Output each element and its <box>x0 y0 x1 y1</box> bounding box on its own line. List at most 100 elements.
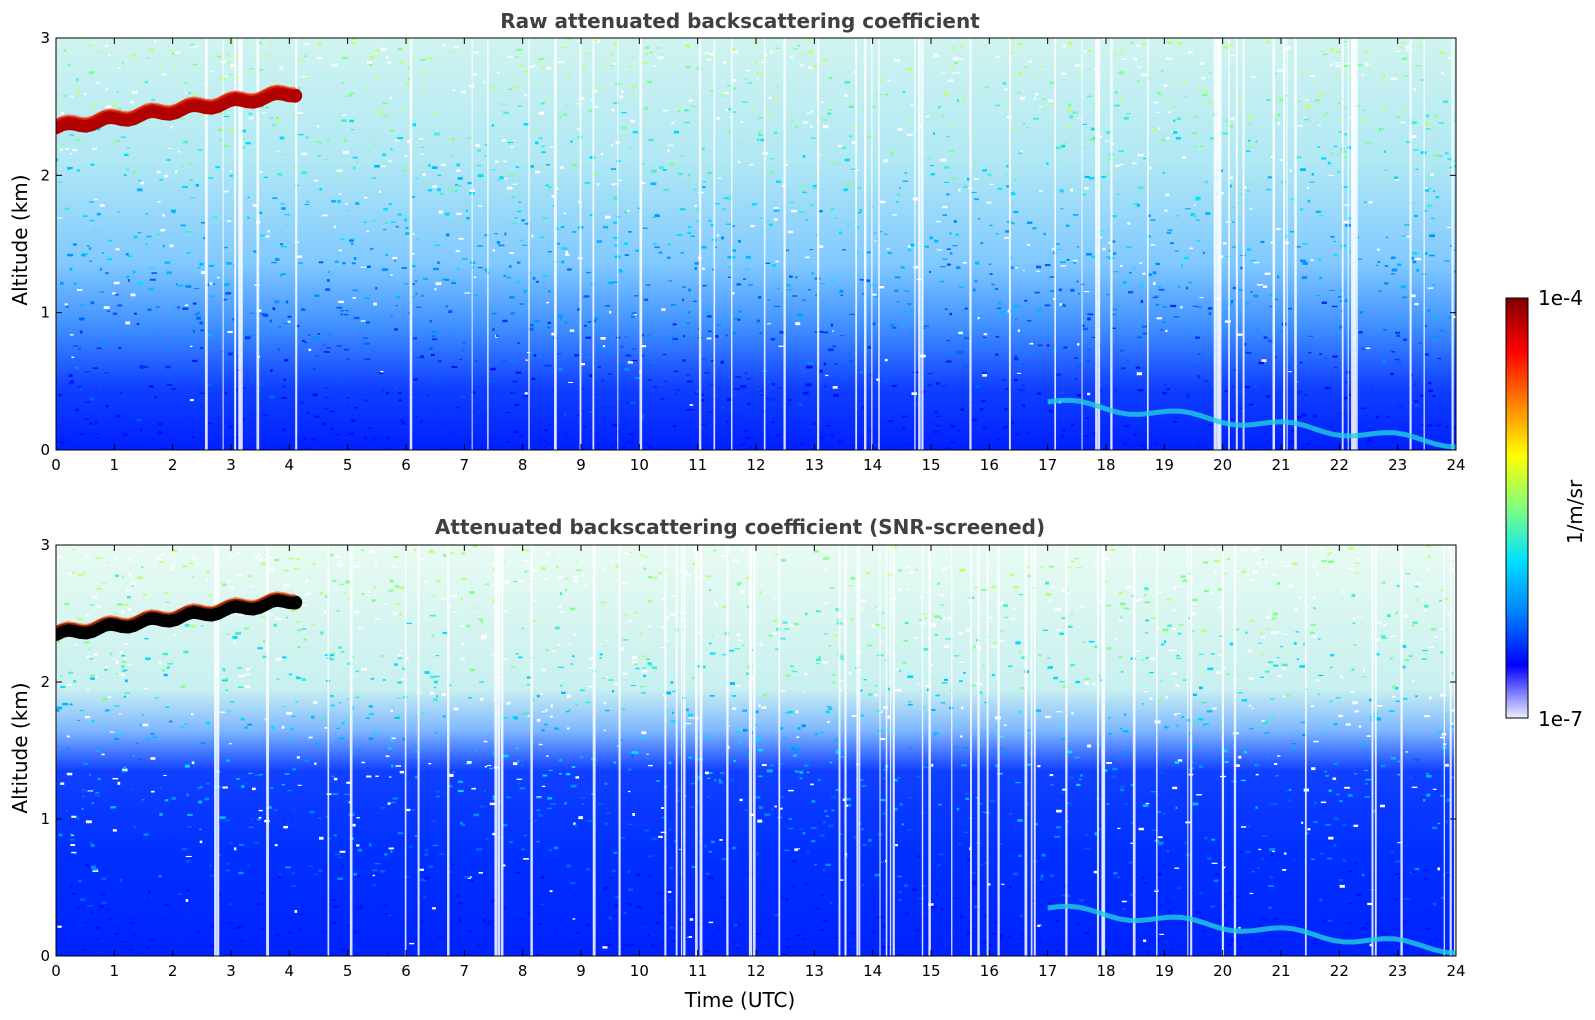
noise-pixel <box>566 727 570 730</box>
noise-pixel <box>960 45 964 47</box>
noise-pixel <box>897 193 901 196</box>
noise-pixel <box>993 642 998 645</box>
noise-pixel <box>523 123 530 126</box>
noise-pixel <box>123 642 128 645</box>
noise-pixel <box>441 163 446 166</box>
noise-pixel <box>868 838 872 842</box>
noise-pixel <box>1044 304 1051 307</box>
noise-pixel <box>1413 383 1417 386</box>
noise-pixel <box>469 591 475 594</box>
noise-pixel <box>588 880 593 882</box>
noise-pixel <box>1454 42 1456 44</box>
noise-pixel <box>1047 666 1053 669</box>
noise-pixel <box>1217 588 1223 591</box>
noise-pixel <box>206 570 210 573</box>
noise-pixel <box>705 575 712 578</box>
noise-pixel <box>914 637 918 639</box>
noise-pixel <box>1246 908 1250 911</box>
noise-pixel <box>647 334 651 337</box>
noise-pixel <box>1027 820 1031 822</box>
noise-pixel <box>622 581 628 584</box>
noise-pixel <box>1046 344 1050 347</box>
noise-pixel <box>523 858 529 860</box>
noise-pixel <box>801 724 806 728</box>
noise-pixel <box>729 649 735 652</box>
noise-pixel <box>1295 245 1301 248</box>
noise-pixel <box>1426 128 1431 130</box>
noise-pixel <box>761 764 767 767</box>
noise-pixel <box>594 317 599 320</box>
noise-pixel <box>1026 127 1029 129</box>
noise-pixel <box>949 124 954 127</box>
noise-pixel <box>954 746 960 748</box>
noise-pixel <box>296 756 300 759</box>
noise-pixel <box>86 689 89 692</box>
noise-pixel <box>903 639 908 643</box>
noise-pixel <box>1318 674 1324 677</box>
noise-pixel <box>755 848 760 850</box>
noise-pixel <box>1049 874 1055 877</box>
noise-pixel <box>1137 598 1143 601</box>
noise-pixel <box>647 379 652 382</box>
noise-pixel <box>1411 624 1415 627</box>
noise-pixel <box>318 261 324 264</box>
noise-pixel <box>437 261 441 265</box>
noise-pixel <box>182 141 189 144</box>
noise-pixel <box>1060 391 1064 394</box>
noise-pixel <box>1146 235 1151 238</box>
noise-pixel <box>843 188 849 192</box>
noise-pixel <box>894 830 898 834</box>
noise-pixel <box>1177 42 1182 45</box>
noise-pixel <box>900 321 907 323</box>
noise-pixel <box>630 944 636 947</box>
noise-pixel <box>774 98 780 101</box>
noise-pixel <box>1389 851 1395 853</box>
noise-pixel <box>1433 636 1438 638</box>
noise-pixel <box>156 233 161 236</box>
noise-pixel <box>903 884 909 888</box>
noise-pixel <box>1402 644 1407 648</box>
noise-pixel <box>136 855 140 858</box>
noise-pixel <box>986 201 992 204</box>
noise-pixel <box>780 690 786 692</box>
noise-pixel <box>353 257 357 260</box>
noise-pixel <box>907 303 912 306</box>
noise-pixel <box>1414 758 1420 762</box>
noise-pixel <box>862 844 867 846</box>
noise-pixel <box>400 61 406 64</box>
noise-pixel <box>295 58 302 61</box>
noise-pixel <box>1300 439 1305 443</box>
noise-pixel <box>406 622 412 625</box>
noise-pixel <box>383 228 387 231</box>
noise-pixel <box>990 645 997 648</box>
noise-pixel <box>80 948 87 951</box>
noise-pixel <box>184 912 187 916</box>
noise-pixel <box>902 427 906 431</box>
noise-pixel <box>716 324 722 326</box>
noise-pixel <box>57 217 63 219</box>
noise-pixel <box>1045 162 1049 165</box>
noise-pixel <box>607 335 611 338</box>
noise-pixel <box>1166 57 1172 60</box>
noise-pixel <box>520 239 523 242</box>
noise-pixel <box>301 152 308 156</box>
noise-pixel <box>74 643 78 646</box>
noise-pixel <box>636 905 643 909</box>
noise-pixel <box>1269 613 1274 615</box>
noise-pixel <box>85 863 89 866</box>
noise-pixel <box>560 46 566 48</box>
noise-pixel <box>623 367 630 371</box>
noise-pixel <box>943 944 948 948</box>
noise-pixel <box>774 440 778 444</box>
dropout-stripe <box>914 38 916 450</box>
noise-pixel <box>818 436 824 440</box>
noise-pixel <box>1238 390 1242 394</box>
noise-pixel <box>512 715 519 719</box>
noise-pixel <box>268 41 272 43</box>
noise-pixel <box>1150 617 1157 620</box>
noise-pixel <box>1299 665 1306 668</box>
noise-pixel <box>1382 329 1388 331</box>
noise-pixel <box>1046 952 1050 956</box>
noise-pixel <box>881 890 884 893</box>
noise-pixel <box>91 802 95 804</box>
